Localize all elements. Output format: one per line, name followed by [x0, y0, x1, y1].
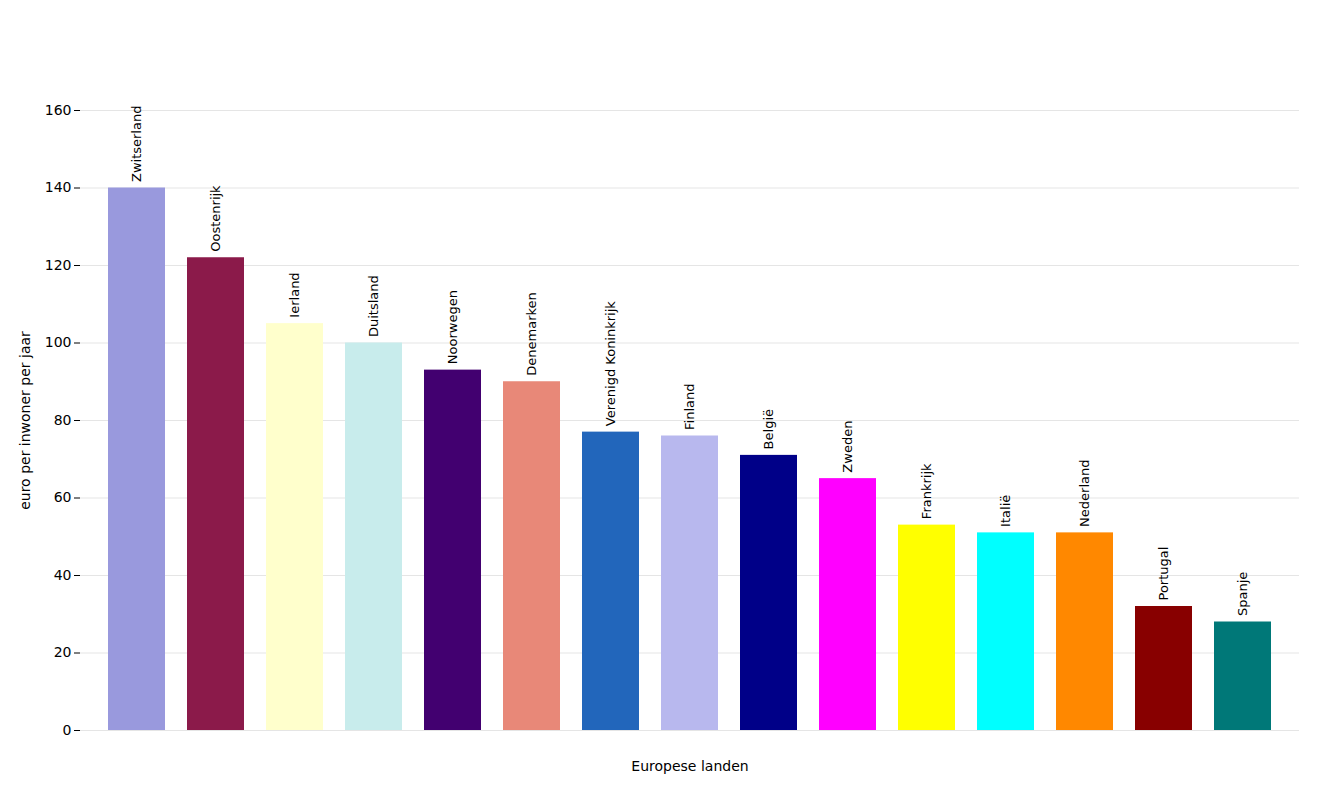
svg-text:0: 0 — [63, 722, 72, 738]
svg-text:Zwitserland: Zwitserland — [129, 106, 144, 182]
svg-text:Finland: Finland — [682, 384, 697, 430]
svg-text:Ierland: Ierland — [287, 272, 302, 317]
svg-text:Denemarken: Denemarken — [524, 292, 539, 376]
svg-text:Verenigd Koninkrijk: Verenigd Koninkrijk — [603, 301, 618, 426]
svg-text:160: 160 — [45, 102, 72, 118]
svg-text:Portugal: Portugal — [1156, 547, 1171, 601]
svg-text:Spanje: Spanje — [1235, 572, 1250, 616]
svg-text:Frankrijk: Frankrijk — [919, 463, 934, 519]
svg-text:Zweden: Zweden — [840, 421, 855, 473]
svg-text:20: 20 — [54, 644, 72, 660]
svg-text:Italië: Italië — [998, 495, 1013, 527]
svg-text:België: België — [761, 409, 776, 449]
svg-text:100: 100 — [45, 334, 72, 350]
svg-text:Oostenrijk: Oostenrijk — [208, 185, 223, 252]
svg-text:Duitsland: Duitsland — [366, 275, 381, 337]
svg-text:80: 80 — [54, 412, 72, 428]
svg-text:Europese landen: Europese landen — [631, 758, 748, 774]
svg-text:40: 40 — [54, 567, 72, 583]
svg-text:120: 120 — [45, 257, 72, 273]
svg-text:euro per inwoner per jaar: euro per inwoner per jaar — [17, 331, 33, 510]
svg-text:140: 140 — [45, 179, 72, 195]
svg-text:Noorwegen: Noorwegen — [445, 290, 460, 364]
svg-text:60: 60 — [54, 489, 72, 505]
svg-text:Nederland: Nederland — [1077, 459, 1092, 526]
